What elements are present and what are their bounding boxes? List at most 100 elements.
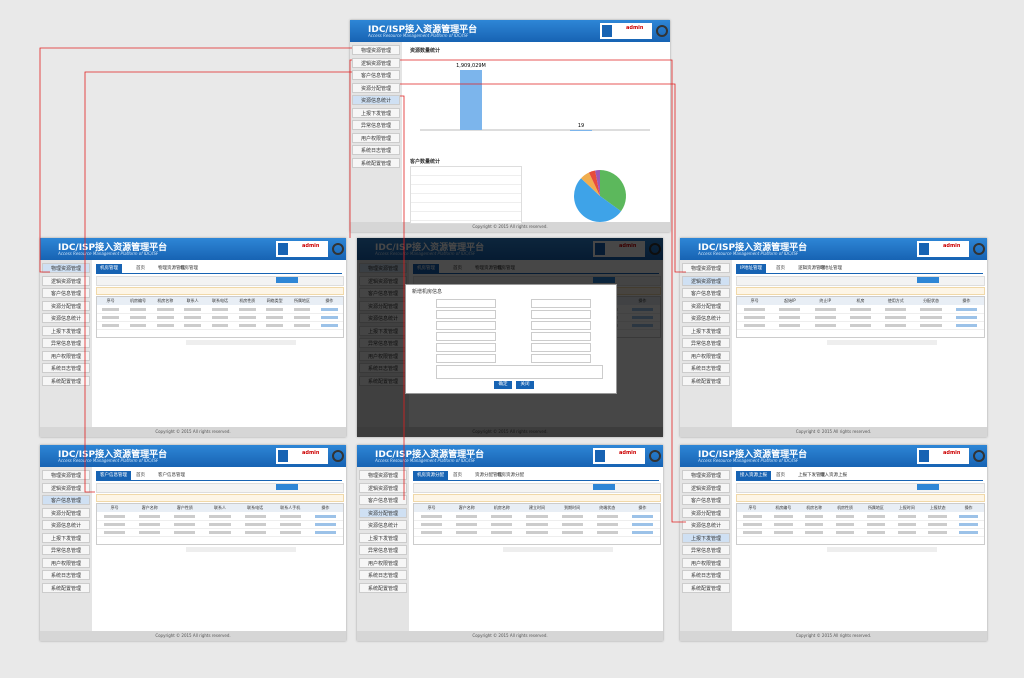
modal-button[interactable]: 确定 [494, 381, 512, 389]
menu-item[interactable]: 系统日志管理 [352, 145, 400, 155]
cell-placeholder [104, 515, 126, 518]
column-header: 联系人 [213, 505, 226, 510]
column-header: 联系人 [186, 298, 199, 303]
menu-item[interactable]: 系统配置管理 [42, 375, 90, 386]
search-button[interactable] [276, 277, 298, 283]
menu-item[interactable]: 系统配置管理 [682, 375, 730, 386]
menu-item[interactable]: 系统配置管理 [359, 582, 407, 593]
user-box: admin [276, 241, 328, 257]
modal-button[interactable]: 关闭 [516, 381, 534, 389]
menu-item[interactable]: 物理资源管理 [682, 263, 730, 273]
menu-item[interactable]: 上报下发管理 [352, 107, 400, 118]
cell-placeholder [129, 316, 147, 319]
search-button[interactable] [276, 484, 298, 490]
menu-item[interactable]: 资源分配管理 [359, 507, 407, 518]
menu-item[interactable]: 资源分配管理 [352, 82, 400, 93]
app-subtitle: Access Resource Management Platform of I… [58, 251, 159, 256]
bar [570, 129, 592, 131]
menu-item[interactable]: 系统日志管理 [359, 570, 407, 580]
footer: Copyright © 2015 All rights reserved. [680, 427, 987, 437]
menu-item[interactable]: 异常信息管理 [682, 338, 730, 348]
cell-placeholder [174, 523, 196, 526]
menu-item[interactable]: 异常信息管理 [359, 545, 407, 555]
menu-item[interactable]: 系统日志管理 [42, 363, 90, 373]
menu-item[interactable]: 用户权限管理 [359, 557, 407, 568]
menu-item[interactable]: 资源信息统计 [682, 520, 730, 530]
cell-placeholder [743, 523, 762, 526]
table-row [97, 521, 343, 529]
menu-item[interactable]: 逻辑资源管理 [352, 57, 400, 68]
menu-item[interactable]: 资源信息统计 [42, 520, 90, 530]
menu-item[interactable]: 客户信息管理 [682, 495, 730, 505]
menu-item[interactable]: 用户权限管理 [42, 350, 90, 361]
menu-item[interactable]: 上报下发管理 [42, 532, 90, 543]
menu-item[interactable]: 用户权限管理 [682, 350, 730, 361]
menu-item[interactable]: 异常信息管理 [682, 545, 730, 555]
menu-item[interactable]: 物理资源管理 [42, 470, 90, 480]
breadcrumb: 客户信息管理 [158, 473, 185, 478]
menu-item[interactable]: 资源信息统计 [42, 313, 90, 323]
user-box: admin [276, 448, 328, 464]
menu-item[interactable]: 异常信息管理 [352, 120, 400, 130]
menu-item[interactable]: 客户信息管理 [42, 495, 90, 505]
menu-item[interactable]: 资源信息统计 [352, 95, 400, 105]
menu-item[interactable]: 物理资源管理 [682, 470, 730, 480]
form-field [531, 299, 591, 308]
menu-item[interactable]: 客户信息管理 [682, 288, 730, 298]
menu-item[interactable]: 上报下发管理 [42, 325, 90, 336]
menu-item[interactable]: 系统日志管理 [682, 363, 730, 373]
menu-item[interactable]: 系统配置管理 [42, 582, 90, 593]
menu-item[interactable]: 用户权限管理 [42, 557, 90, 568]
column-header: 操作 [962, 298, 971, 303]
menu-item[interactable]: 上报下发管理 [682, 325, 730, 336]
menu-item[interactable]: 物理资源管理 [359, 470, 407, 480]
menu-item[interactable]: 系统日志管理 [682, 570, 730, 580]
cell-placeholder [779, 316, 801, 319]
menu-item[interactable]: 客户信息管理 [359, 495, 407, 505]
search-button[interactable] [917, 484, 939, 490]
menu-item[interactable]: 逻辑资源管理 [682, 275, 730, 286]
menu-item[interactable]: 资源信息统计 [682, 313, 730, 323]
menu-item[interactable]: 系统配置管理 [682, 582, 730, 593]
cell-placeholder [596, 531, 618, 534]
column-header: 操作 [321, 505, 330, 510]
menu-item[interactable]: 异常信息管理 [42, 338, 90, 348]
menu-item[interactable]: 物理资源管理 [42, 263, 90, 273]
menu-item[interactable]: 上报下发管理 [682, 532, 730, 543]
menu-item[interactable]: 物理资源管理 [352, 45, 400, 55]
menu-item[interactable]: 资源分配管理 [682, 300, 730, 311]
cell-placeholder [102, 316, 119, 319]
menu-item[interactable]: 逻辑资源管理 [42, 275, 90, 286]
search-button[interactable] [593, 484, 615, 490]
menu-item[interactable]: 用户权限管理 [352, 132, 400, 143]
cell-placeholder [279, 523, 301, 526]
pagination [827, 547, 937, 552]
search-button[interactable] [917, 277, 939, 283]
form-field [436, 321, 496, 330]
cell-placeholder [928, 531, 947, 534]
menu-item[interactable]: 上报下发管理 [359, 532, 407, 543]
cell-placeholder [129, 308, 147, 311]
column-header: 上报时间 [898, 505, 915, 510]
form-field [531, 354, 591, 363]
cell-placeholder [244, 515, 266, 518]
menu-item[interactable]: 逻辑资源管理 [42, 482, 90, 493]
column-header: 机房 [856, 298, 865, 303]
stats-table [410, 166, 522, 224]
menu-item[interactable]: 用户权限管理 [682, 557, 730, 568]
pagination [503, 547, 613, 552]
menu-item[interactable]: 资源信息统计 [359, 520, 407, 530]
menu-item[interactable]: 资源分配管理 [42, 507, 90, 518]
menu-item[interactable]: 资源分配管理 [682, 507, 730, 518]
menu-item[interactable]: 系统配置管理 [352, 157, 400, 168]
menu-item[interactable]: 异常信息管理 [42, 545, 90, 555]
menu-item[interactable]: 客户信息管理 [352, 70, 400, 80]
menu-item[interactable]: 逻辑资源管理 [359, 482, 407, 493]
menu-item[interactable]: 资源分配管理 [42, 300, 90, 311]
menu-item[interactable]: 系统日志管理 [42, 570, 90, 580]
table-head [737, 504, 984, 512]
breadcrumb: 机房资源分配 [497, 473, 524, 478]
menu-item[interactable]: 客户信息管理 [42, 288, 90, 298]
cell-placeholder [491, 531, 513, 534]
menu-item[interactable]: 逻辑资源管理 [682, 482, 730, 493]
